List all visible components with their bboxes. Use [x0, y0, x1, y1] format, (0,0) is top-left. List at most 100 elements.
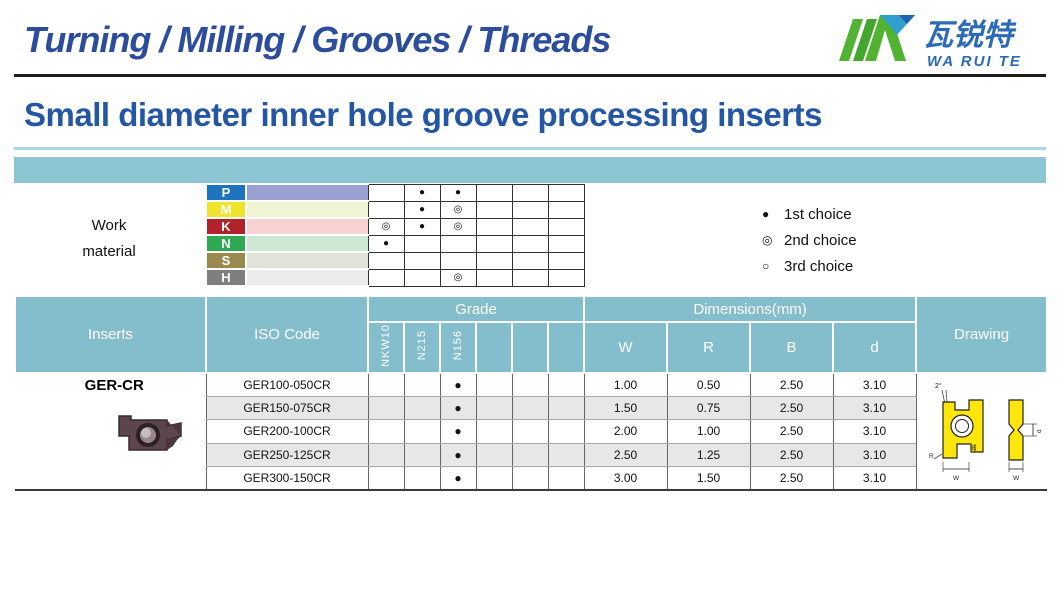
insert-photo: [115, 406, 187, 460]
first-choice-marker-icon: ●: [762, 207, 770, 221]
dimension-column-header-R: R: [666, 321, 752, 374]
grade-mark-cell: [367, 373, 404, 397]
grade-mark-cell: [403, 396, 440, 421]
second-choice-marker-icon: ◎: [762, 233, 773, 247]
table-header-row-1: Inserts ISO Code Grade Dimensions(mm) Dr…: [14, 295, 1049, 374]
material-class-label: P: [205, 183, 247, 202]
choice-mark-cell: ●: [403, 217, 441, 236]
dimension-cell-W: 2.00: [583, 419, 668, 444]
grade-mark-cell: [403, 443, 440, 468]
grade-mark-cell: ●: [439, 396, 476, 421]
material-class-label: K: [205, 217, 247, 236]
dimension-column-header-B: B: [749, 321, 835, 374]
drawing-w2-label: W: [1013, 475, 1020, 482]
grade-column-header: [546, 321, 586, 374]
grade-mark-cell: [475, 443, 512, 468]
drawing-d-label: d: [1036, 429, 1043, 433]
grade-mark-cell: [511, 396, 548, 421]
grade-mark-cell: [547, 396, 585, 421]
choice-mark-cell: ◎: [367, 217, 405, 236]
choice-mark-cell: ●: [403, 183, 441, 202]
work-material-panel: Work material P ● ● M: [14, 183, 1046, 295]
work-material-table: P ● ● M ● ◎: [205, 183, 585, 287]
legend-item-first-choice: ● 1st choice: [762, 201, 857, 227]
dimension-cell-d: 3.10: [832, 466, 917, 490]
brand-logo: 瓦锐特 WA RUI TE: [839, 15, 1022, 70]
logo-cn-text: 瓦锐特: [923, 19, 1017, 52]
choice-mark-cell: [367, 251, 405, 270]
grade-mark-cell: ●: [439, 443, 476, 468]
choice-mark-cell: [367, 183, 405, 202]
work-material-row-M: M ● ◎: [205, 200, 585, 219]
choice-mark-cell: [367, 200, 405, 219]
choice-mark-cell: ●: [403, 200, 441, 219]
choice-mark-cell: ◎: [439, 200, 477, 219]
dimension-column-header-W: W: [583, 321, 669, 374]
choice-mark-cell: [511, 200, 549, 219]
work-material-caption: Work material: [14, 183, 204, 295]
grade-mark-cell: [511, 466, 548, 490]
choice-mark-cell: [547, 183, 585, 202]
choice-mark-cell: ●: [439, 183, 477, 202]
grade-column-header: N215: [403, 321, 441, 374]
inserts-table: Inserts ISO Code Grade Dimensions(mm) Dr…: [14, 295, 1049, 491]
legend-label: 2nd choice: [784, 231, 857, 249]
header-divider: [14, 74, 1046, 77]
grade-mark-cell: ●: [439, 373, 476, 397]
work-material-caption-line2: material: [82, 243, 136, 260]
choice-mark-cell: [475, 251, 513, 270]
choice-mark-cell: ◎: [439, 268, 477, 287]
material-class-label: S: [205, 251, 247, 270]
material-color-band: [245, 183, 369, 202]
choice-mark-cell: [547, 234, 585, 253]
choice-mark-cell: ●: [367, 234, 405, 253]
inserts-table-wrap: Inserts ISO Code Grade Dimensions(mm) Dr…: [14, 295, 1049, 491]
choice-mark-cell: [511, 251, 549, 270]
grade-mark-cell: [367, 443, 404, 468]
choice-mark-cell: [475, 234, 513, 253]
material-color-band: [245, 217, 369, 236]
grade-mark-cell: [511, 419, 548, 444]
grade-mark-cell: [511, 373, 548, 397]
grade-mark-cell: [547, 466, 585, 490]
grade-mark-cell: [367, 396, 404, 421]
grade-mark-cell: [403, 373, 440, 397]
table-row: GER300-150CR ● 3.00 1.50 2.50 3.10: [15, 466, 1047, 490]
dimension-cell-W: 2.50: [583, 443, 668, 468]
col-header-drawing: Drawing: [915, 295, 1049, 374]
work-material-row-H: H ◎: [205, 268, 585, 287]
grade-column-header: [511, 321, 549, 374]
work-material-row-K: K ◎ ● ◎: [205, 217, 585, 236]
choice-mark-cell: [475, 183, 513, 202]
insert-photo-image: [118, 415, 182, 451]
main-heading: Turning / Milling / Grooves / Threads: [24, 19, 611, 60]
grade-mark-cell: [547, 373, 585, 397]
material-class-label: M: [205, 200, 247, 219]
choice-mark-cell: [475, 268, 513, 287]
choice-mark-cell: [367, 268, 405, 287]
work-material-caption-line1: Work: [91, 217, 127, 234]
grade-mark-cell: [547, 419, 585, 444]
section-band: [14, 157, 1046, 183]
grade-column-header: [475, 321, 513, 374]
dimension-cell-W: 3.00: [583, 466, 668, 490]
table-row: GER250-125CR ● 2.50 1.25 2.50 3.10: [15, 443, 1047, 468]
legend-item-second-choice: ◎ 2nd choice: [762, 227, 857, 253]
work-material-row-N: N ●: [205, 234, 585, 253]
col-header-grade: Grade: [366, 295, 586, 323]
choice-mark-cell: [403, 251, 441, 270]
iso-code-cell: GER250-125CR: [205, 443, 368, 468]
dimension-cell-R: 1.00: [666, 419, 751, 444]
choice-mark-cell: [439, 234, 477, 253]
dimension-column-header-d: d: [832, 321, 918, 374]
material-class-label: N: [205, 234, 247, 253]
insert-family-cell: GER-CR: [15, 373, 206, 490]
drawing-angle-label: 2°: [935, 382, 942, 390]
dimension-cell-W: 1.50: [583, 396, 668, 421]
iso-code-cell: GER200-100CR: [205, 419, 368, 444]
logo-en-text: WA RUI TE: [927, 53, 1022, 70]
dimension-cell-B: 2.50: [749, 419, 834, 444]
dimension-cell-d: 3.10: [832, 443, 917, 468]
grade-mark-cell: ●: [439, 466, 476, 490]
